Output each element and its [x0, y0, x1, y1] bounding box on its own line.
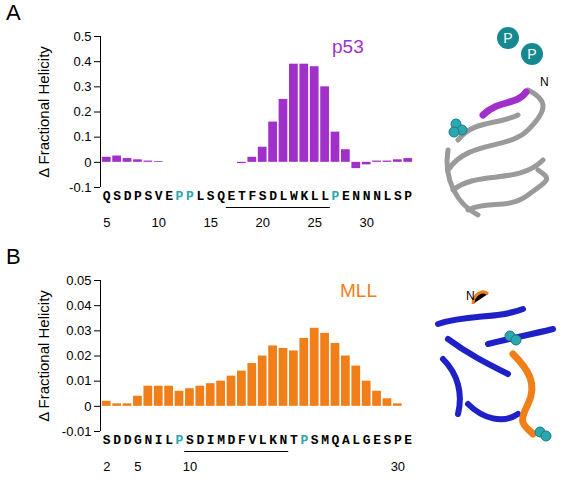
svg-text:A: A — [342, 433, 350, 448]
svg-text:G: G — [363, 433, 371, 448]
svg-text:N: N — [144, 433, 152, 448]
svg-text:T: T — [290, 433, 298, 448]
svg-text:N: N — [352, 189, 360, 204]
svg-text:L: L — [259, 433, 267, 448]
svg-text:D: D — [269, 189, 277, 204]
svg-text:T: T — [238, 189, 246, 204]
svg-text:M: M — [217, 433, 225, 448]
svg-text:0.2: 0.2 — [73, 104, 91, 119]
svg-text:2: 2 — [103, 459, 110, 474]
svg-text:N: N — [540, 75, 549, 89]
svg-text:E: E — [404, 433, 412, 448]
svg-text:-0.01: -0.01 — [62, 424, 92, 439]
svg-text:0.01: 0.01 — [66, 373, 91, 388]
svg-text:0.05: 0.05 — [66, 273, 91, 288]
svg-text:P: P — [503, 30, 512, 46]
html-text:A: A — [6, 0, 21, 25]
svg-text:0: 0 — [84, 398, 91, 413]
svg-text:L: L — [280, 189, 288, 204]
svg-text:-0.1: -0.1 — [69, 180, 91, 195]
svg-text:0.03: 0.03 — [66, 323, 91, 338]
svg-text:L: L — [352, 433, 360, 448]
svg-text:0.4: 0.4 — [73, 54, 91, 69]
svg-text:V: V — [248, 433, 256, 448]
svg-text:P: P — [332, 189, 340, 204]
svg-text:P: P — [134, 189, 142, 204]
svg-text:Δ Fractional Helicity: Δ Fractional Helicity — [35, 290, 52, 422]
svg-text:0.04: 0.04 — [66, 298, 91, 313]
html-text:p53: p53 — [332, 36, 364, 57]
svg-text:N: N — [466, 289, 475, 303]
svg-text:0.5: 0.5 — [73, 29, 91, 44]
svg-text:L: L — [196, 189, 204, 204]
svg-text:E: E — [342, 189, 350, 204]
svg-text:0.02: 0.02 — [66, 348, 91, 363]
svg-text:L: L — [311, 189, 319, 204]
svg-text:Q: Q — [217, 189, 225, 204]
svg-text:S: S — [394, 189, 402, 204]
svg-text:30: 30 — [359, 215, 373, 230]
svg-text:Δ Fractional Helicity: Δ Fractional Helicity — [35, 46, 52, 178]
svg-text:N: N — [280, 433, 288, 448]
svg-text:F: F — [248, 189, 256, 204]
svg-text:S: S — [311, 433, 319, 448]
svg-text:E: E — [228, 189, 236, 204]
svg-text:L: L — [321, 189, 329, 204]
svg-text:P: P — [176, 189, 184, 204]
svg-text:30: 30 — [391, 459, 405, 474]
svg-text:0.1: 0.1 — [73, 129, 91, 144]
svg-text:S: S — [207, 189, 215, 204]
svg-text:K: K — [269, 433, 277, 448]
svg-text:D: D — [124, 433, 132, 448]
svg-text:25: 25 — [307, 215, 321, 230]
svg-text:S: S — [103, 433, 111, 448]
svg-text:S: S — [113, 189, 121, 204]
svg-text:N: N — [363, 189, 371, 204]
svg-text:E: E — [373, 433, 381, 448]
svg-text:S: S — [186, 433, 194, 448]
svg-text:D: D — [196, 433, 204, 448]
svg-text:S: S — [384, 433, 392, 448]
svg-text:10: 10 — [183, 459, 197, 474]
svg-text:5: 5 — [134, 459, 141, 474]
svg-text:K: K — [300, 189, 308, 204]
svg-text:P: P — [186, 189, 194, 204]
svg-text:F: F — [238, 433, 246, 448]
svg-text:L: L — [165, 433, 173, 448]
svg-text:Q: Q — [332, 433, 340, 448]
svg-text:G: G — [134, 433, 142, 448]
svg-text:M: M — [321, 433, 329, 448]
svg-text:D: D — [228, 433, 236, 448]
svg-text:20: 20 — [255, 215, 269, 230]
svg-text:L: L — [384, 189, 392, 204]
svg-text:N: N — [373, 189, 381, 204]
svg-text:P: P — [404, 189, 412, 204]
svg-text:S: S — [259, 189, 267, 204]
svg-text:D: D — [124, 189, 132, 204]
svg-text:5: 5 — [103, 215, 110, 230]
svg-text:P: P — [394, 433, 402, 448]
svg-text:0.3: 0.3 — [73, 79, 91, 94]
svg-text:10: 10 — [151, 215, 165, 230]
svg-text:Q: Q — [103, 189, 111, 204]
svg-text:I: I — [155, 433, 163, 448]
svg-text:0: 0 — [84, 154, 91, 169]
svg-text:E: E — [165, 189, 173, 204]
svg-text:D: D — [113, 433, 121, 448]
svg-text:W: W — [290, 189, 298, 204]
html-text:B: B — [6, 244, 21, 269]
svg-text:P: P — [527, 46, 536, 62]
svg-text:15: 15 — [203, 215, 217, 230]
svg-text:P: P — [176, 433, 184, 448]
svg-text:P: P — [300, 433, 308, 448]
svg-text:I: I — [207, 433, 215, 448]
html-text:MLL: MLL — [340, 280, 377, 301]
svg-text:S: S — [144, 189, 152, 204]
svg-text:V: V — [155, 189, 163, 204]
